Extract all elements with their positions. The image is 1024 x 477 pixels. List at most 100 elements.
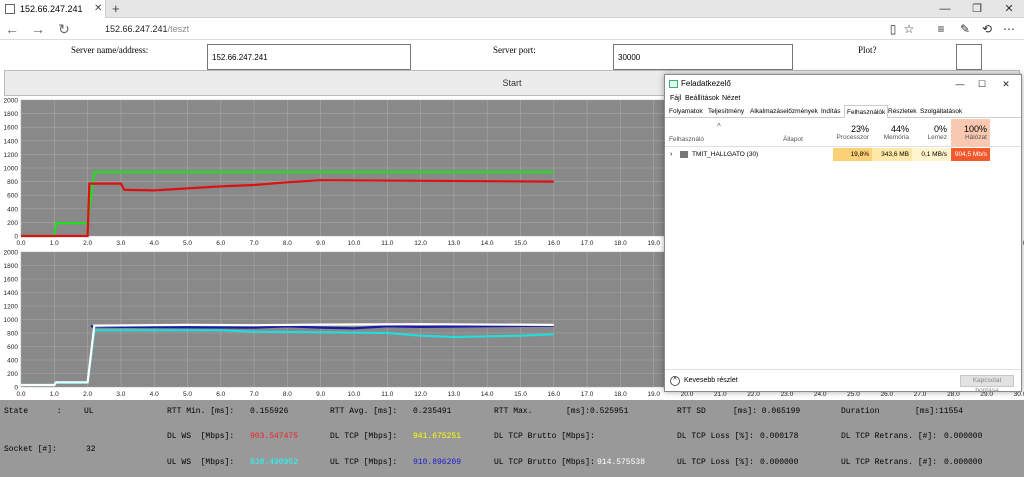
tab-close-icon[interactable]: ✕ [94,3,103,14]
more-icon[interactable]: ⋯ [1003,22,1015,36]
web-note-icon[interactable]: ✎ [959,22,971,36]
x-tick-label: 22.0 [747,391,760,398]
col-network[interactable]: 100% Hálózat [951,119,990,147]
task-manager-titlebar[interactable]: Feladatkezelő [665,75,1021,93]
x-tick-label: 23.0 [781,391,794,398]
favorite-star-icon[interactable]: ☆ [903,22,915,36]
sort-arrow-icon[interactable]: ^ [717,122,721,131]
x-tick-label: 29.0 [980,391,993,398]
x-tick-label: 1.0 [50,391,59,398]
y-tick-label: 800 [7,179,18,186]
y-tick-label: 1200 [4,304,19,311]
y-tick-label: 600 [7,193,18,200]
tm-menu-file[interactable]: Fájl [670,95,682,102]
rtt-sd-value: [ms]: 0.065199 [733,407,801,416]
task-manager-title: Feladatkezelő [681,79,731,88]
x-tick-label: 1.0 [50,240,59,247]
x-tick-label: 5.0 [183,391,192,398]
fewer-details-link[interactable]: Kevesebb részlet [684,377,738,384]
tm-menu-settings[interactable]: Beállítások [685,95,720,102]
back-icon[interactable]: ← [5,21,19,37]
x-tick-label: 30.0 [1014,391,1024,398]
dl-tcp-loss-label: DL TCP Loss [%]: [677,432,754,441]
tm-tab-performance[interactable]: Teljesítmény [708,108,745,115]
ul-tcp-loss-label: UL TCP Loss [%]: [677,458,754,467]
expand-chevron-icon[interactable]: › [670,151,673,158]
row-network: 904,5 Mb/s [951,148,990,161]
x-tick-label: 19.0 [647,240,660,247]
y-tick-label: 800 [7,331,18,338]
dl-ws-label: DL WS [Mbps]: [167,432,235,441]
y-tick-label: 2000 [4,250,19,257]
state-value: UL [84,407,94,416]
col-user[interactable]: Felhasználó [669,136,705,143]
disconnect-button[interactable]: Kapcsolat bontása [960,375,1014,394]
tm-tab-details[interactable]: Részletek [888,108,917,115]
url-path: /teszt [167,24,190,34]
server-name-input[interactable]: 152.66.247.241 [207,44,411,70]
url-field[interactable]: 152.66.247.241/teszt [105,18,189,40]
rtt-avg-value: 0.235491 [413,407,452,416]
y-tick-label: 1200 [4,152,19,159]
y-tick-label: 1400 [4,290,19,297]
cpu-pct: 23% [850,124,869,134]
browser-tab[interactable]: 152.66.247.241 [0,0,106,18]
y-tick-label: 1600 [4,125,19,132]
rtt-min-value: 0.155926 [250,407,289,416]
rtt-max-label: RTT Max. [494,407,533,416]
close-icon[interactable]: ✕ [1004,3,1014,15]
forward-icon[interactable]: → [31,21,45,37]
ul-tcp-label: UL TCP [Mbps]: [330,458,398,467]
x-tick-label: 9.0 [316,391,325,398]
server-port-input[interactable]: 30000 [613,44,793,70]
new-tab-icon[interactable]: + [112,1,120,16]
mem-label: Memória [883,134,909,141]
y-tick-label: 400 [7,206,18,213]
x-tick-label: 14.0 [481,240,494,247]
fewer-details-icon[interactable]: ^ [670,376,680,386]
x-tick-label: 12.0 [414,240,427,247]
y-tick-label: 400 [7,358,18,365]
net-pct: 100% [963,124,987,134]
minimize-icon[interactable]: — [939,3,951,15]
tm-footer: ^ Kevesebb részlet Kapcsolat bontása [665,369,1021,394]
col-status[interactable]: Állapot [783,136,803,143]
tm-tab-app-history[interactable]: Alkalmazáselőzmények [750,108,818,115]
col-cpu[interactable]: 23% Processzor [833,119,872,147]
dl-tcp-retrans-label: DL TCP Retrans. [#]: [841,432,938,441]
hub-icon[interactable]: ≡ [937,22,945,36]
server-name-label: Server name/address: [71,45,149,55]
ul-tcp-loss-value: 0.000000 [760,458,799,467]
tm-menu-view[interactable]: Nézet [722,95,741,102]
plot-label: Plot? [858,45,877,55]
tm-tab-users[interactable]: Felhasználók [844,105,889,118]
reading-view-icon[interactable]: ▯ [889,22,897,36]
y-tick-label: 1600 [4,277,19,284]
restore-icon[interactable]: ❐ [972,3,982,15]
tm-tab-startup[interactable]: Indítás [821,108,841,115]
x-tick-label: 8.0 [283,240,292,247]
dl-tcp-retrans-value: 0.000000 [944,432,983,441]
duration-label: Duration [841,407,880,416]
tm-tab-processes[interactable]: Folyamatok [669,108,703,115]
refresh-icon[interactable]: ↻ [58,21,70,37]
y-tick-label: 200 [7,371,18,378]
col-memory[interactable]: 44% Memória [872,119,912,147]
y-tick-label: 600 [7,344,18,351]
ul-ws-value: 838.490952 [250,458,299,467]
x-tick-label: 17.0 [581,391,594,398]
y-tick-label: 1000 [4,317,19,324]
tm-minimize-icon[interactable]: — [955,79,965,89]
tm-close-icon[interactable]: ✕ [1002,79,1010,89]
table-row[interactable]: › TMIT_HALLGATO (30) 19,8% 343,6 MB 0,1 … [665,148,1021,161]
task-manager-app-icon [669,80,678,88]
rtt-avg-label: RTT Avg. [ms]: [330,407,398,416]
x-tick-label: 16.0 [547,391,560,398]
tm-maximize-icon[interactable]: ☐ [977,79,987,89]
y-tick-label: 1800 [4,263,19,270]
col-disk[interactable]: 0% Lemez [912,119,950,147]
ul-tcp-brutto-label: UL TCP Brutto [Mbps]: [494,458,595,467]
tm-tab-services[interactable]: Szolgáltatások [920,108,963,115]
share-icon[interactable]: ⟲ [981,22,993,36]
plot-checkbox[interactable] [956,44,982,70]
